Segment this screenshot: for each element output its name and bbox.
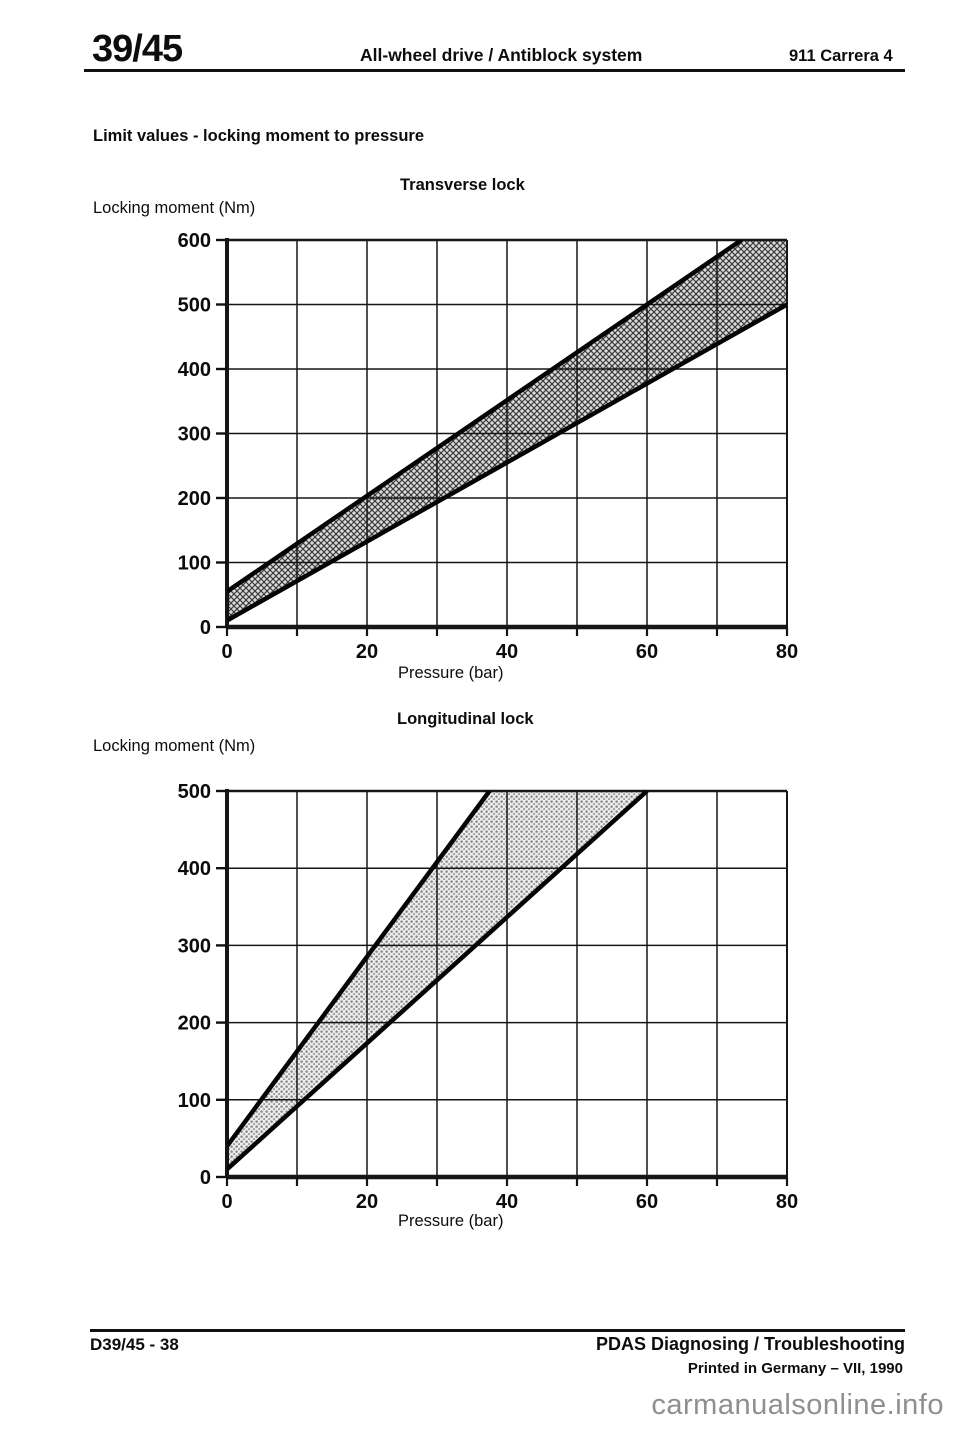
- transverse-lock-title: Transverse lock: [400, 176, 525, 194]
- x-tick-label: 40: [496, 641, 518, 663]
- y-tick-label: 200: [178, 1013, 211, 1035]
- transverse-lock-y-axis-label: Locking moment (Nm): [93, 199, 256, 217]
- band-edge-line: [227, 240, 743, 594]
- x-tick-label: 40: [496, 1191, 518, 1213]
- y-tick-label: 300: [178, 935, 211, 957]
- watermark-text: carmanualsonline.info: [651, 1389, 944, 1421]
- footer-rule: [90, 1329, 905, 1332]
- transverse-lock-x-axis-label: Pressure (bar): [398, 664, 504, 682]
- longitudinal-lock-chart: 0 100 200 300 400 500 0 20 40 60 80: [178, 781, 799, 1213]
- band-edge-line: [227, 791, 492, 1148]
- page-section-number: 39/45: [92, 28, 183, 70]
- footer-printed-note: Printed in Germany – VII, 1990: [687, 1360, 903, 1377]
- page-heading: Limit values - locking moment to pressur…: [93, 127, 424, 145]
- footer-section-title: PDAS Diagnosing / Troubleshooting: [596, 1334, 905, 1354]
- y-tick-label: 300: [178, 424, 211, 446]
- longitudinal-lock-title: Longitudinal lock: [397, 710, 534, 728]
- header-model-name: 911 Carrera 4: [789, 47, 893, 65]
- y-tick-label: 400: [178, 359, 211, 381]
- y-tick-label: 200: [178, 488, 211, 510]
- header-rule: [84, 69, 905, 72]
- x-tick-label: 60: [636, 1191, 658, 1213]
- transverse-lock-chart: 0 100 200 300 400 500 600 0 20 40 60 80: [178, 230, 799, 663]
- longitudinal-lock-x-axis-label: Pressure (bar): [398, 1212, 504, 1230]
- y-tick-label: 100: [178, 553, 211, 575]
- header-title: All-wheel drive / Antiblock system: [360, 45, 643, 65]
- y-tick-label: 500: [178, 781, 211, 803]
- y-tick-label: 0: [200, 617, 211, 639]
- y-tick-label: 0: [200, 1167, 211, 1189]
- x-tick-label: 20: [356, 1191, 378, 1213]
- y-tick-label: 600: [178, 230, 211, 252]
- y-tick-label: 100: [178, 1090, 211, 1112]
- x-tick-label: 80: [776, 1191, 798, 1213]
- y-tick-label: 500: [178, 295, 211, 317]
- x-tick-label: 60: [636, 641, 658, 663]
- band-edge-line: [227, 791, 649, 1171]
- x-tick-label: 0: [221, 1191, 232, 1213]
- x-tick-label: 20: [356, 641, 378, 663]
- band-edge-line: [227, 302, 787, 623]
- x-tick-label: 80: [776, 641, 798, 663]
- longitudinal-lock-y-axis-label: Locking moment (Nm): [93, 737, 256, 755]
- x-tick-label: 0: [221, 641, 232, 663]
- footer-doc-number: D39/45 - 38: [90, 1335, 179, 1354]
- y-tick-label: 400: [178, 858, 211, 880]
